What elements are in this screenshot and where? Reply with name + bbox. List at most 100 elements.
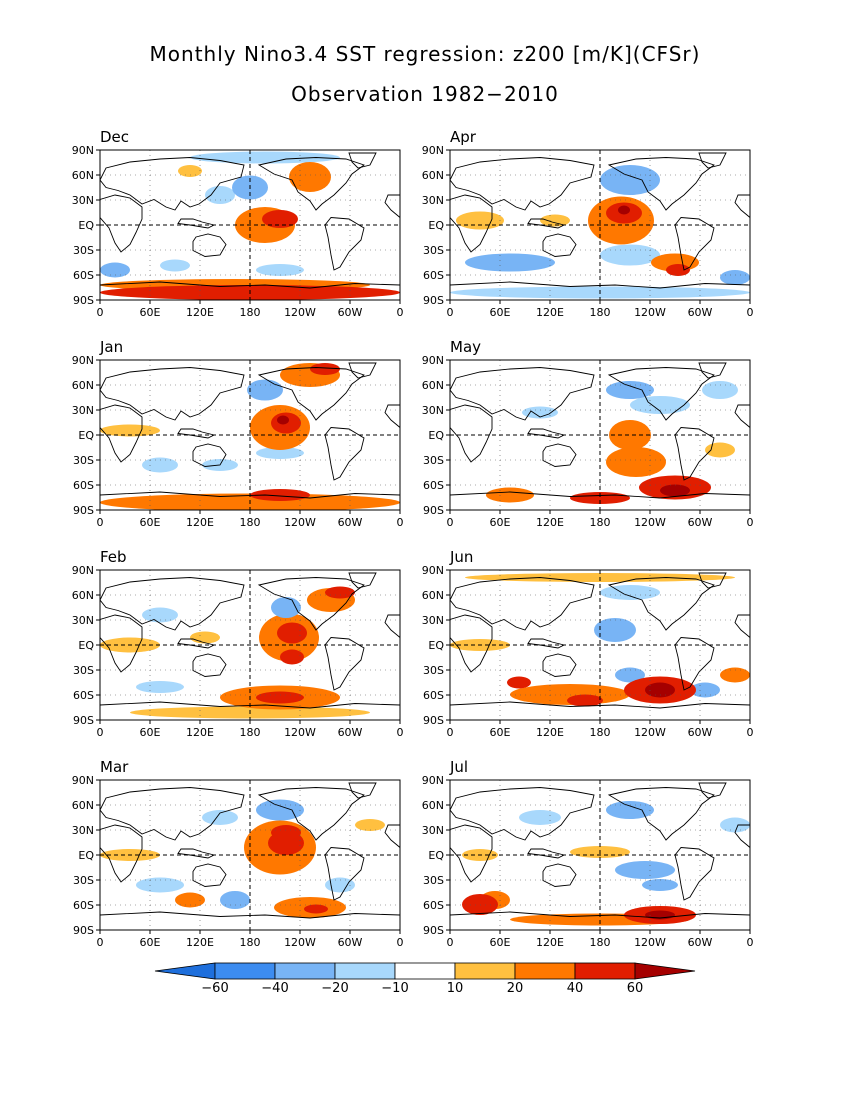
colorbar-label: 10	[447, 981, 464, 996]
coastline	[192, 653, 227, 677]
colorbar-swatch	[574, 962, 636, 980]
x-tick-label: 60E	[490, 726, 511, 739]
x-tick-label: 0	[447, 306, 454, 319]
y-tick-label: 30N	[72, 194, 94, 207]
anomaly-contour	[660, 484, 690, 497]
x-tick-label: 60E	[490, 516, 511, 529]
coastline	[450, 281, 750, 300]
coastline	[607, 577, 715, 631]
x-tick-label: 60W	[688, 306, 713, 319]
coastline	[607, 787, 715, 841]
x-tick-label: 0	[747, 936, 754, 949]
colorbar-swatch	[394, 962, 456, 980]
y-tick-label: 60S	[423, 479, 444, 492]
x-tick-label: 180	[240, 516, 261, 529]
coastline	[450, 491, 750, 510]
colorbar-swatch	[454, 962, 516, 980]
coastline	[698, 782, 727, 799]
colorbar-label: 60	[627, 981, 644, 996]
anomaly-contour	[256, 691, 304, 704]
anomaly-contour	[160, 259, 190, 272]
coastline	[384, 194, 400, 219]
anomaly-contour	[567, 694, 603, 707]
x-tick-label: 120W	[284, 726, 316, 739]
coastline	[542, 443, 577, 467]
y-tick-label: EQ	[78, 219, 94, 232]
anomaly-contour	[462, 894, 498, 915]
anomaly-contour	[606, 381, 654, 399]
coastline	[527, 848, 566, 859]
coastline	[100, 911, 400, 930]
x-tick-label: 0	[747, 306, 754, 319]
y-tick-label: EQ	[78, 849, 94, 862]
colorbar-swatch	[514, 962, 576, 980]
y-tick-label: 30N	[422, 614, 444, 627]
y-tick-label: 90S	[73, 294, 94, 307]
anomaly-contour	[540, 214, 570, 227]
x-tick-label: 0	[397, 516, 404, 529]
panel-month-title: Feb	[100, 548, 127, 566]
anomaly-contour	[304, 904, 328, 914]
x-tick-label: 60W	[688, 726, 713, 739]
y-tick-label: 60N	[72, 169, 94, 182]
y-tick-label: 90S	[73, 924, 94, 937]
x-tick-label: 0	[397, 936, 404, 949]
anomaly-contour	[250, 489, 310, 501]
colorbar-swatch	[274, 962, 336, 980]
y-tick-label: EQ	[78, 639, 94, 652]
x-tick-label: 60E	[140, 726, 161, 739]
anomaly-contour	[142, 607, 178, 623]
coastline	[450, 367, 595, 421]
x-tick-label: 0	[97, 726, 104, 739]
y-tick-label: 60S	[423, 269, 444, 282]
y-tick-label: EQ	[78, 429, 94, 442]
colorbar-label: −20	[321, 981, 348, 996]
coastline	[450, 194, 493, 253]
x-tick-label: 0	[747, 726, 754, 739]
coastline	[542, 863, 577, 887]
x-tick-label: 120E	[536, 726, 564, 739]
y-tick-label: 90S	[73, 504, 94, 517]
x-tick-label: 60E	[140, 516, 161, 529]
coastline	[257, 367, 365, 421]
colorbar-label: 20	[507, 981, 524, 996]
x-tick-label: 120E	[186, 726, 214, 739]
coastline	[734, 404, 750, 429]
coastline	[257, 157, 365, 211]
coastline	[192, 443, 227, 467]
coastline	[100, 824, 143, 883]
anomaly-contour	[606, 447, 666, 477]
coastline	[177, 428, 216, 439]
coastline	[100, 404, 143, 463]
anomaly-fields	[450, 360, 750, 510]
x-tick-label: 120E	[186, 936, 214, 949]
coastline	[192, 863, 227, 887]
y-tick-label: EQ	[428, 849, 444, 862]
y-tick-label: 60S	[423, 689, 444, 702]
x-tick-label: 120E	[536, 936, 564, 949]
anomaly-contour	[190, 151, 340, 164]
y-tick-label: 60S	[423, 899, 444, 912]
y-tick-label: 90N	[422, 144, 444, 157]
y-tick-label: 30N	[422, 194, 444, 207]
anomaly-contour	[277, 622, 307, 644]
coastline	[348, 782, 377, 799]
y-tick-label: 90S	[423, 294, 444, 307]
coastline	[542, 653, 577, 677]
anomaly-contour	[600, 585, 660, 600]
x-tick-label: 60W	[338, 306, 363, 319]
coastline	[177, 218, 216, 229]
coastline	[450, 404, 493, 463]
x-tick-label: 180	[240, 936, 261, 949]
anomaly-contour	[645, 682, 675, 698]
coastline	[450, 911, 750, 930]
anomaly-contour	[220, 891, 250, 909]
y-tick-label: 90N	[422, 564, 444, 577]
x-tick-label: 0	[447, 726, 454, 739]
anomaly-fields	[100, 570, 400, 720]
coastline	[100, 367, 245, 421]
